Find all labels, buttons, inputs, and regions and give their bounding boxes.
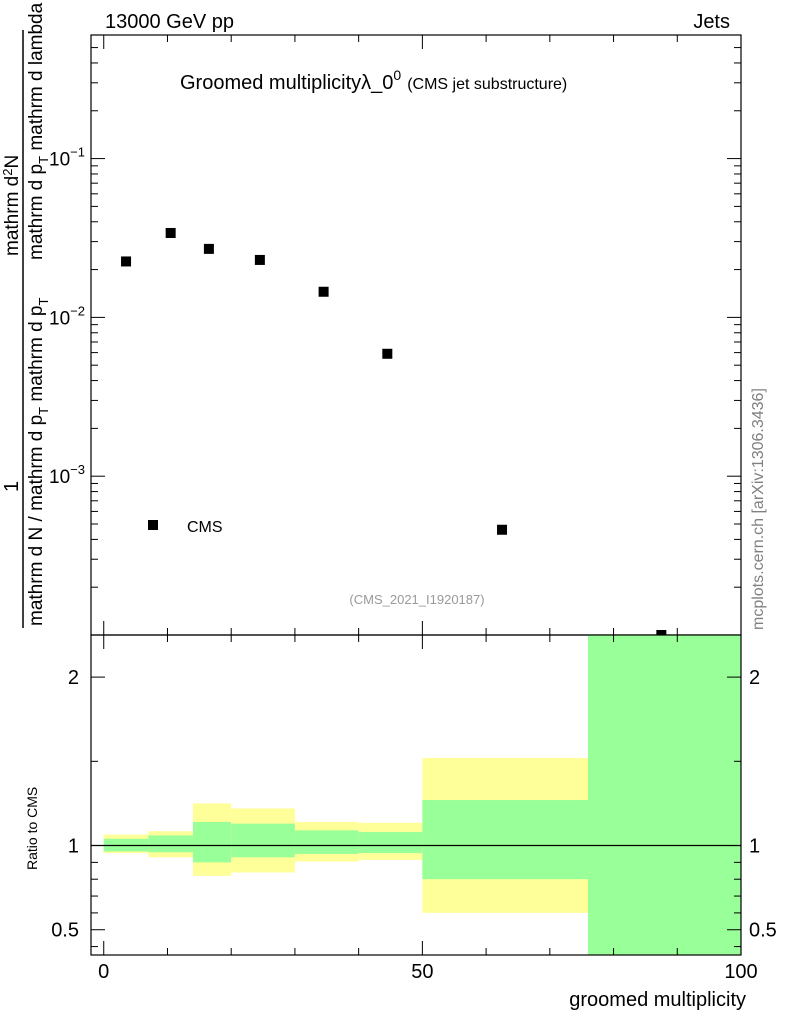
y-tick-label: 10−1 — [49, 145, 85, 171]
data-point — [382, 348, 393, 359]
x-tick-label: 0 — [98, 961, 109, 983]
x-tick-label: 100 — [724, 961, 757, 983]
ratio-frame — [90, 634, 742, 956]
ylabel-outer-den: mathrm d N / mathrm d pT mathrm d pT — [26, 298, 51, 627]
green-band — [588, 635, 741, 955]
ylabel-prefix: 1 — [1, 481, 23, 492]
green-band — [358, 832, 423, 854]
chart-title: Groomed multiplicityλ_00 (CMS jet substru… — [180, 67, 567, 94]
ratio-y-tick-label-right: 1 — [749, 836, 760, 858]
header-left: 13000 GeV pp — [105, 11, 234, 33]
ylabel-num: mathrm d2N — [0, 155, 23, 256]
watermark: mcplots.cern.ch [arXiv:1306.3436] — [750, 388, 767, 630]
y-tick-label: 10−3 — [49, 462, 85, 488]
main-ylabel: 1 mathrm d N / mathrm d pT mathrm d pT m… — [0, 2, 51, 628]
ylabel-den: mathrm d pT mathrm d lambda — [26, 2, 51, 260]
title-superscript: 0 — [393, 67, 401, 83]
green-band — [422, 800, 589, 880]
data-point — [497, 524, 508, 535]
legend-label: CMS — [187, 519, 223, 536]
xlabel: groomed multiplicity — [569, 989, 746, 1011]
ratio-y-tick-label-left: 1 — [68, 836, 79, 858]
legend-marker — [148, 520, 158, 530]
ratio-panel: 2 2 1 1 0.5 0.5 0 50 100 — [51, 634, 777, 983]
data-point — [254, 254, 265, 265]
title-main: Groomed multiplicityλ_0 — [180, 72, 393, 94]
ratio-y-tick-label-right: 2 — [749, 667, 760, 689]
y-tick-label: 10−2 — [49, 303, 85, 329]
main-panel: 10−1 10−2 10−3 — [49, 34, 742, 640]
data-point — [203, 243, 214, 254]
ratio-y-tick-label-right: 0.5 — [749, 920, 777, 942]
ratio-ylabel: Ratio to CMS — [24, 787, 40, 870]
ratio-y-tick-label-left: 2 — [68, 667, 79, 689]
analysis-id: (CMS_2021_I1920187) — [349, 592, 484, 607]
header-right: Jets — [693, 11, 730, 33]
legend: CMS — [148, 519, 223, 536]
title-secondary: (CMS jet substructure) — [407, 76, 567, 93]
green-band — [192, 821, 232, 863]
green-band — [294, 830, 359, 854]
data-point — [121, 256, 132, 267]
main-frame — [90, 34, 742, 636]
green-band — [231, 823, 295, 858]
data-point — [165, 227, 176, 238]
green-band — [148, 835, 193, 853]
data-point — [318, 286, 329, 297]
ratio-y-tick-label-left: 0.5 — [51, 920, 79, 942]
x-tick-label: 50 — [411, 961, 433, 983]
